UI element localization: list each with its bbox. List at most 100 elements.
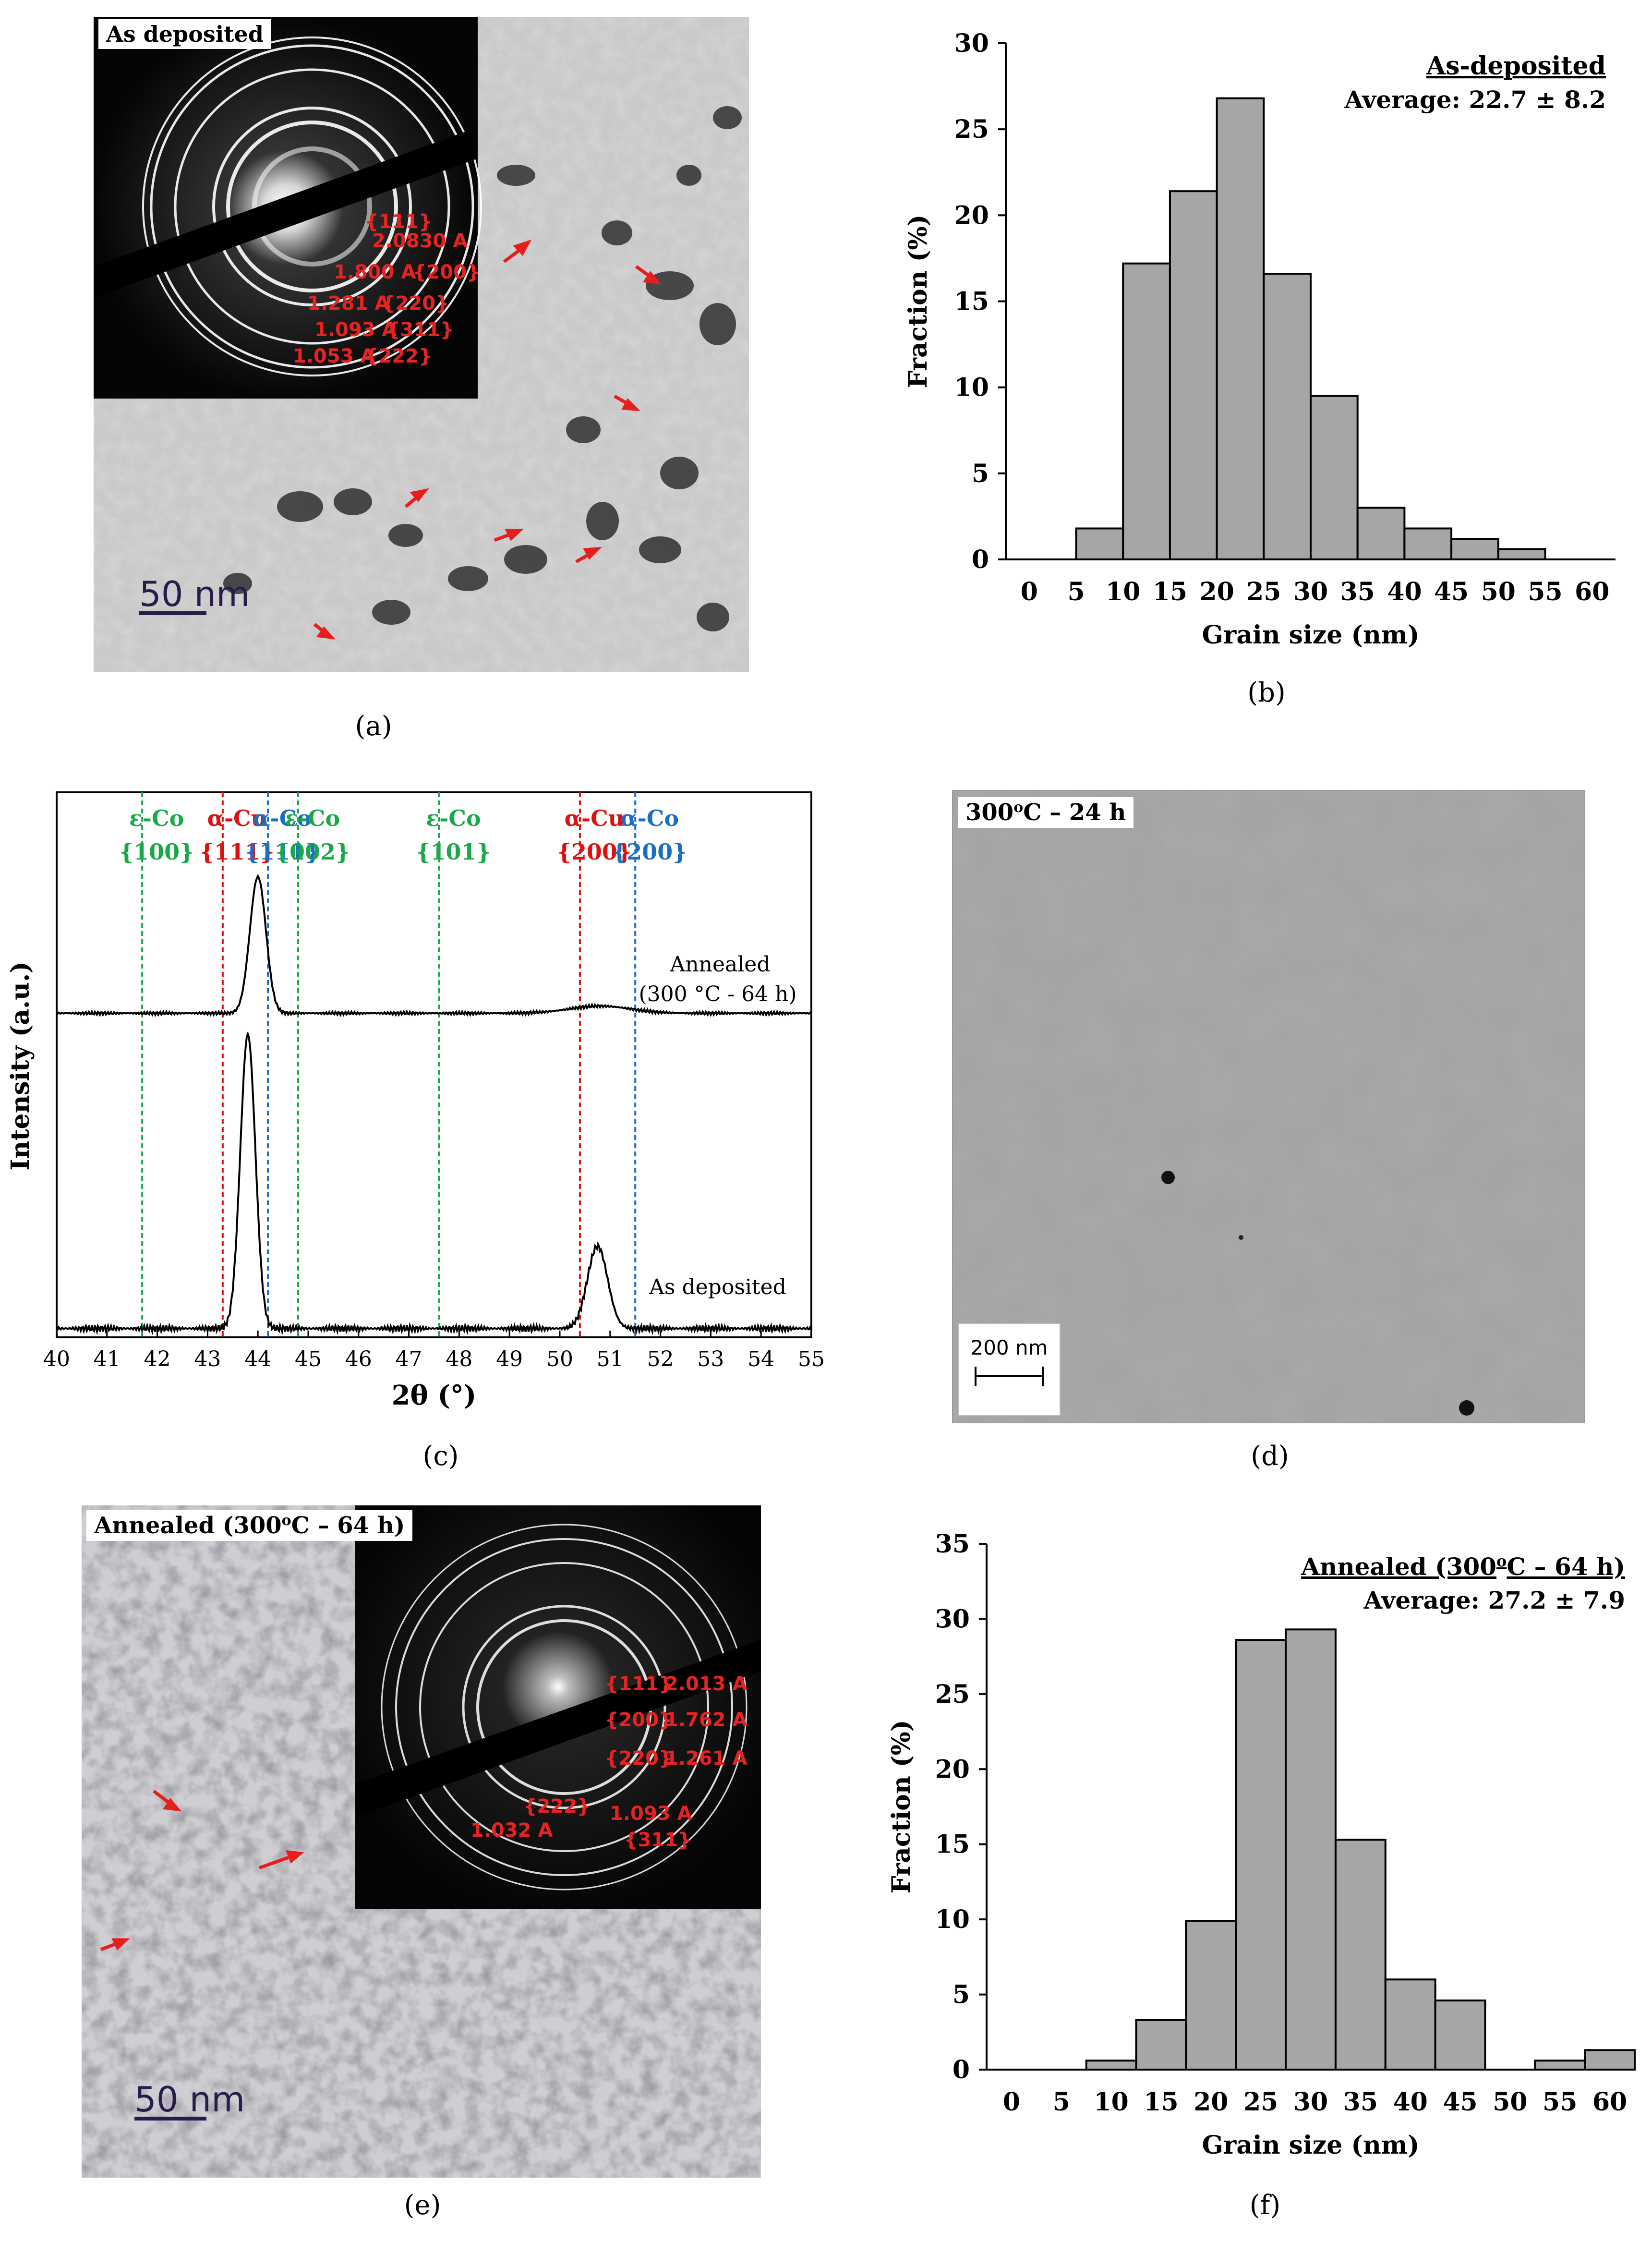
histogram-bar-1: [1122, 262, 1171, 560]
scale-bar-e: 50 nm: [134, 2079, 245, 2121]
histogram-bar-4: [1285, 1628, 1337, 2071]
sad-e-hkl-220: {220}: [605, 1747, 672, 1769]
x-tick-label-49: 49: [496, 1347, 523, 1371]
chart-subtitle: Average: 27.2 ± 7.9: [1363, 1586, 1625, 1614]
sad-e-hkl-111: {111}: [605, 1673, 672, 1695]
histogram-bar-0: [1085, 2060, 1137, 2071]
histogram-bar-2: [1169, 190, 1218, 560]
xrd-series-1: [56, 1031, 812, 1335]
y-tick-label-0: 0: [953, 2055, 970, 2084]
sad-a-hkl-200: {200}: [413, 261, 480, 283]
scale-bar-a-line: [139, 611, 206, 615]
y-tick-label-25: 25: [954, 115, 989, 144]
histogram-bar-6: [1356, 507, 1406, 560]
x-tick-label-30: 30: [1293, 2087, 1328, 2117]
scale-bar-d-line: [975, 1367, 1044, 1386]
panel-a-label: As deposited: [98, 19, 271, 49]
sad-a-d-1093: 1.093 A: [314, 319, 397, 341]
histogram-bar-3: [1235, 1639, 1287, 2071]
sad-a-d-1053: 1.053 A: [293, 345, 375, 367]
caption-a: (a): [355, 711, 392, 742]
x-tick-label-51: 51: [597, 1347, 624, 1371]
panel-d-label-rest: C – 24 h: [1023, 799, 1126, 826]
sad-a-d-1800: 1.800 A: [334, 261, 416, 283]
x-tick-label-50: 50: [546, 1347, 573, 1371]
panel-d-label-sup: o: [1013, 799, 1024, 816]
xrd-pattern: ε-Co {100} α-Cu {111} α-Co {111} ε-Co {002} ε-Co…: [6, 791, 825, 1411]
x-tick-label-45: 45: [1434, 577, 1469, 606]
x-tick-label-50: 50: [1481, 577, 1516, 606]
caption-d: (d): [1251, 1441, 1289, 1472]
histogram-bar-8: [1450, 538, 1499, 560]
x-tick-label-30: 30: [1293, 577, 1328, 606]
histogram-bar-7: [1403, 527, 1453, 560]
x-tick-label-5: 5: [1067, 577, 1085, 606]
scale-bar-d: 200 nm: [958, 1323, 1061, 1416]
x-tick-label-10: 10: [1094, 2087, 1128, 2117]
histogram-bar-3: [1216, 97, 1265, 560]
sad-a-d-2083: 2.0830 A: [372, 230, 468, 252]
x-tick-label-35: 35: [1343, 2087, 1378, 2117]
panel-e-label-sup: o: [281, 1512, 291, 1529]
defect-arrows-e: [100, 1790, 304, 1951]
x-tick-label-42: 42: [144, 1347, 171, 1371]
x-tick-label-0: 0: [1021, 577, 1038, 606]
x-axis-label: 2θ (°): [392, 1380, 477, 1411]
x-tick-label-0: 0: [1003, 2087, 1020, 2117]
sad-a-hkl-222: {222}: [365, 345, 432, 367]
chart-subtitle: Average: 22.7 ± 8.2: [1344, 85, 1606, 114]
reference-hkl-5: {200}: [557, 839, 631, 865]
x-tick-label-46: 46: [345, 1347, 372, 1371]
histogram-bar-6: [1384, 1978, 1436, 2071]
x-tick-label-53: 53: [697, 1347, 724, 1371]
scale-bar-a: 50 nm: [139, 574, 250, 615]
y-axis-label: Fraction (%): [887, 1720, 916, 1894]
sad-pattern-e-annotations: {111} 2.013 A {200} 1.762 A {220} 1.261 …: [470, 1673, 747, 1851]
caption-c: (c): [422, 1441, 459, 1472]
sad-e-d-2013: 2.013 A: [665, 1673, 747, 1695]
panel-e-label-rest: C – 64 h): [291, 1512, 405, 1539]
sad-a-hkl-311: {311}: [386, 319, 454, 341]
y-tick-label-10: 10: [954, 373, 989, 402]
x-tick-label-20: 20: [1194, 2087, 1228, 2117]
x-tick-label-55: 55: [798, 1347, 825, 1371]
y-tick-label-5: 5: [953, 1980, 970, 2010]
x-tick-label-10: 10: [1106, 577, 1140, 606]
reference-hkl-1: {111}: [200, 839, 274, 865]
reference-hkl-0: {100}: [120, 839, 194, 865]
x-tick-label-47: 47: [396, 1347, 422, 1371]
reference-phase-1: α-Cu: [207, 805, 267, 831]
sad-a-hkl-111: {111}: [365, 211, 432, 233]
caption-b: (b): [1247, 677, 1286, 708]
reference-phase-0: ε-Co: [129, 805, 184, 831]
x-tick-label-40: 40: [1387, 577, 1422, 606]
x-tick-label-25: 25: [1243, 2087, 1278, 2117]
reference-hkl-4: {101}: [416, 839, 491, 865]
x-tick-label-45: 45: [1443, 2087, 1477, 2117]
y-tick-label-0: 0: [972, 545, 989, 574]
x-tick-label-54: 54: [748, 1347, 774, 1371]
y-tick-label-5: 5: [972, 459, 989, 488]
sad-a-d-1281: 1.281 A: [307, 292, 389, 315]
y-tick-label-25: 25: [935, 1680, 970, 1709]
sad-a-hkl-220: {220}: [382, 292, 449, 315]
plot-frame: [56, 791, 812, 1338]
histogram-bar-4: [1263, 273, 1312, 560]
x-tick-label-25: 25: [1246, 577, 1281, 606]
defect-arrows-a: [313, 240, 662, 640]
y-tick-label-10: 10: [935, 1905, 970, 1934]
x-axis-label: Grain size (nm): [1202, 620, 1420, 650]
tem-image-as-deposited: [94, 17, 749, 672]
histogram-bar-1: [1135, 2019, 1187, 2071]
x-tick-label-48: 48: [446, 1347, 472, 1371]
x-tick-label-43: 43: [194, 1347, 221, 1371]
x-tick-label-55: 55: [1528, 577, 1562, 606]
panel-e-label: Annealed (300oC – 64 h): [86, 1510, 413, 1541]
x-tick-label-60: 60: [1592, 2087, 1627, 2117]
reference-phase-5: α-Cu: [565, 805, 625, 831]
histogram-bar-9: [1584, 2049, 1636, 2071]
sad-e-hkl-222: {222}: [523, 1795, 591, 1818]
reference-phase-2: α-Co: [253, 805, 312, 831]
histogram-bar-8: [1534, 2060, 1586, 2071]
sad-e-d-1762: 1.762 A: [665, 1709, 747, 1731]
